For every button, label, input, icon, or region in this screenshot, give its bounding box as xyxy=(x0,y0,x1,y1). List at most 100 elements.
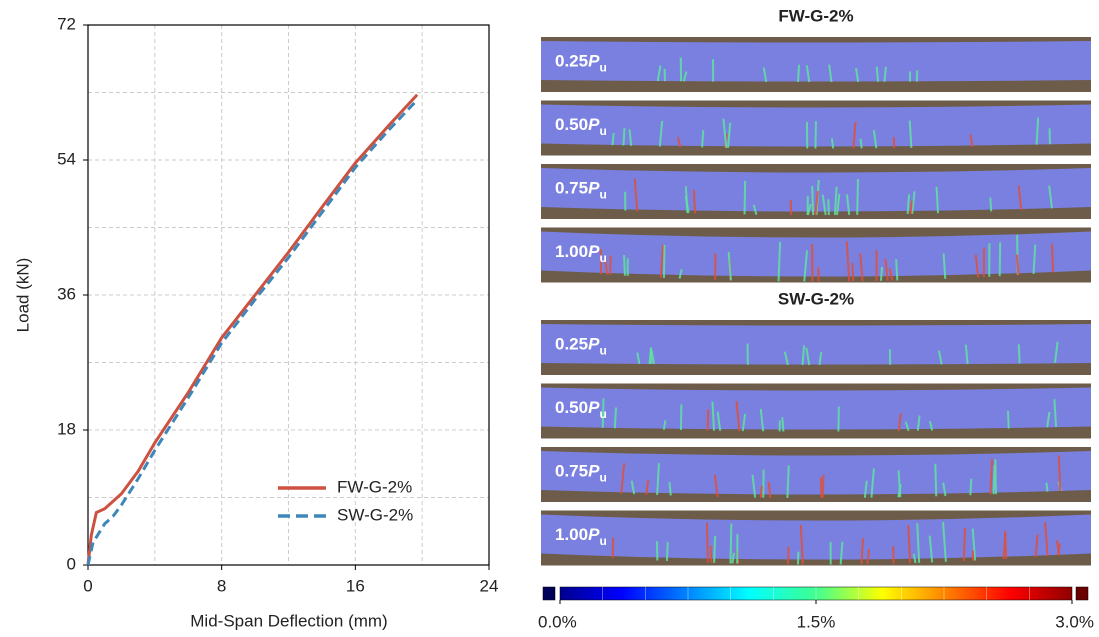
dic-crack xyxy=(883,66,887,82)
panel-label: 0.50Pu xyxy=(555,398,607,421)
dic-crack xyxy=(1017,185,1023,211)
dic-crack xyxy=(818,352,823,366)
dic-crack xyxy=(729,523,733,564)
dic-crack xyxy=(872,129,878,149)
dic-beam xyxy=(541,514,1091,560)
dic-crack xyxy=(1002,533,1007,559)
series-line xyxy=(86,98,419,566)
label-value: 0.75 xyxy=(555,179,588,198)
dic-crack xyxy=(819,477,823,499)
dic-crack xyxy=(751,474,757,498)
dic-crack xyxy=(716,411,722,431)
dic-crack xyxy=(1032,244,1037,275)
x-axis-label: Mid-Span Deflection (mm) xyxy=(190,611,387,630)
dic-crack xyxy=(735,400,741,432)
dic-crack xyxy=(613,407,618,429)
dic-crack xyxy=(989,197,993,212)
dic-crack xyxy=(662,420,667,430)
dic-beam xyxy=(541,387,1091,430)
dic-crack xyxy=(942,253,947,279)
dic-beam xyxy=(541,41,1091,82)
dic-crack xyxy=(678,269,683,279)
dic-crack xyxy=(656,65,662,82)
dic-crack xyxy=(1057,455,1062,491)
dic-crack xyxy=(908,120,913,148)
label-subscript: u xyxy=(599,61,606,75)
dic-crack xyxy=(762,67,768,83)
label-value: 1.00 xyxy=(555,525,588,544)
label-value: 0.50 xyxy=(555,398,588,417)
dic-crack xyxy=(805,347,811,366)
colorbar-tick-label: 0.0% xyxy=(538,612,577,631)
panel-label: 0.50Pu xyxy=(555,115,607,138)
label-variable: P xyxy=(588,398,600,417)
dic-beam xyxy=(541,231,1091,277)
dic-crack xyxy=(836,193,841,216)
dic-crack xyxy=(706,409,710,431)
group-title: FW-G-2% xyxy=(778,6,853,25)
dic-crack xyxy=(969,478,973,496)
dic-crack xyxy=(851,263,855,282)
dic-crack xyxy=(814,190,819,216)
dic-crack xyxy=(806,203,812,216)
legend-label: FW-G-2% xyxy=(337,477,412,496)
dic-crack xyxy=(852,121,857,149)
dic-crack xyxy=(1017,344,1021,364)
panel-label: 0.75Pu xyxy=(555,462,607,485)
dic-crack xyxy=(971,528,977,561)
dic-crack xyxy=(1053,399,1058,427)
dic-crack xyxy=(994,459,997,495)
x-tick-label: 8 xyxy=(217,576,226,595)
dic-crack xyxy=(811,186,815,216)
dic-crack xyxy=(1048,185,1053,209)
dic-crack xyxy=(789,199,793,215)
dic-crack xyxy=(928,420,934,431)
panel-label: 0.25Pu xyxy=(555,335,607,358)
dic-crack xyxy=(645,479,650,495)
dic-crack xyxy=(875,66,880,82)
legend-label: SW-G-2% xyxy=(337,505,413,524)
dic-crack xyxy=(974,254,980,278)
dic-crack xyxy=(752,204,758,215)
dic-crack xyxy=(879,267,884,281)
dic-crack xyxy=(713,474,719,497)
dic-crack xyxy=(711,401,716,431)
dic-crack xyxy=(912,553,917,564)
dic-crack xyxy=(1044,521,1049,557)
dic-crack xyxy=(1015,254,1020,276)
dic-crack xyxy=(860,538,865,565)
dic-crack xyxy=(662,244,666,278)
colorbar-under xyxy=(542,586,556,601)
dic-crack xyxy=(907,525,912,564)
dic-crack xyxy=(781,417,785,432)
dic-beam xyxy=(541,324,1091,365)
group-title: SW-G-2% xyxy=(778,289,854,308)
dic-crack xyxy=(783,351,789,366)
dic-crack xyxy=(845,241,851,282)
dic-crack xyxy=(676,137,682,148)
label-value: 0.50 xyxy=(555,115,588,134)
dic-crack xyxy=(722,118,728,148)
dic-beam xyxy=(541,168,1091,212)
x-tick-label: 24 xyxy=(480,576,499,595)
dic-crack xyxy=(992,465,996,495)
label-subscript: u xyxy=(599,471,606,485)
dic-crack xyxy=(928,535,934,563)
x-tick-label: 16 xyxy=(346,576,365,595)
label-value: 0.25 xyxy=(555,335,588,354)
dic-crack xyxy=(623,255,626,276)
dic-crack xyxy=(1007,410,1010,429)
label-variable: P xyxy=(588,335,600,354)
label-subscript: u xyxy=(599,534,606,548)
label-subscript: u xyxy=(599,344,606,358)
dic-crack xyxy=(897,413,902,432)
dic-crack xyxy=(665,542,669,562)
dic-crack xyxy=(884,258,889,281)
label-subscript: u xyxy=(599,251,606,265)
label-value: 0.75 xyxy=(555,462,588,481)
dic-crack xyxy=(916,415,921,431)
label-value: 0.25 xyxy=(555,52,588,71)
dic-crack xyxy=(648,348,653,364)
y-tick-label: 36 xyxy=(57,284,76,303)
